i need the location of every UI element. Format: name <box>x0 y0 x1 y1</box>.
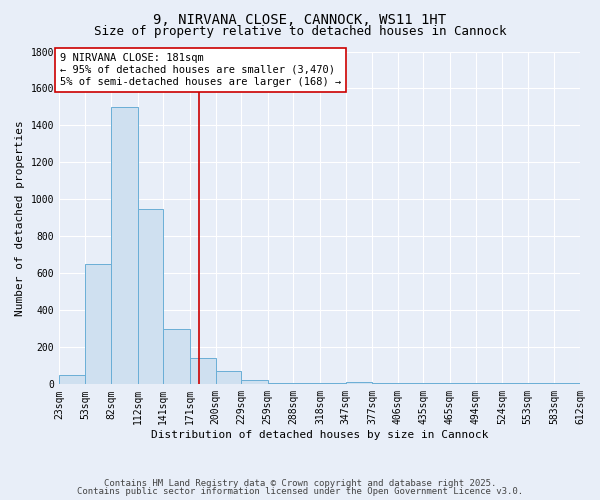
Bar <box>85 264 111 384</box>
Bar <box>163 329 190 384</box>
Bar <box>59 375 85 384</box>
Text: Contains public sector information licensed under the Open Government Licence v3: Contains public sector information licen… <box>77 487 523 496</box>
X-axis label: Distribution of detached houses by size in Cannock: Distribution of detached houses by size … <box>151 430 488 440</box>
Bar <box>215 372 241 384</box>
Bar <box>190 358 215 384</box>
Y-axis label: Number of detached properties: Number of detached properties <box>15 120 25 316</box>
Bar <box>346 382 372 384</box>
Text: Size of property relative to detached houses in Cannock: Size of property relative to detached ho… <box>94 25 506 38</box>
Text: Contains HM Land Registry data © Crown copyright and database right 2025.: Contains HM Land Registry data © Crown c… <box>104 478 496 488</box>
Bar <box>111 107 137 384</box>
Text: 9 NIRVANA CLOSE: 181sqm
← 95% of detached houses are smaller (3,470)
5% of semi-: 9 NIRVANA CLOSE: 181sqm ← 95% of detache… <box>60 54 341 86</box>
Bar <box>137 208 163 384</box>
Bar <box>241 380 268 384</box>
Text: 9, NIRVANA CLOSE, CANNOCK, WS11 1HT: 9, NIRVANA CLOSE, CANNOCK, WS11 1HT <box>154 12 446 26</box>
